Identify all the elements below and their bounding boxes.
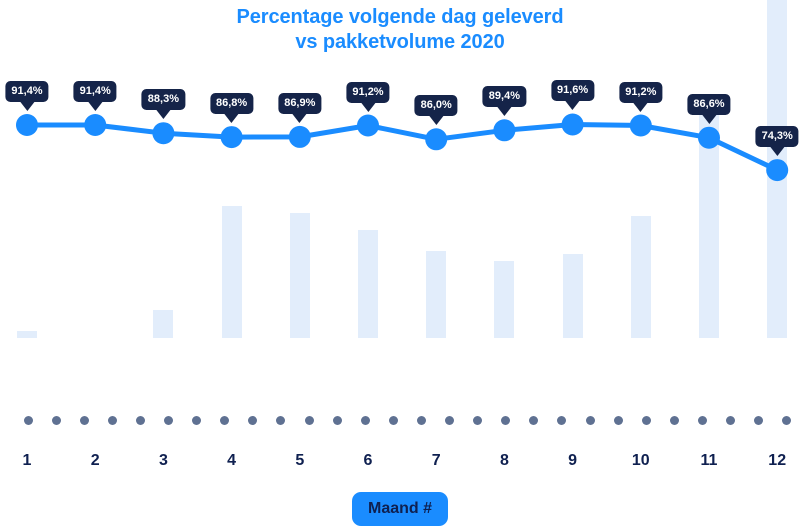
bar-month-6	[358, 230, 378, 338]
chart-title: Percentage volgende dag geleverd vs pakk…	[0, 0, 800, 55]
x-axis-label-5: 5	[295, 452, 305, 469]
plot-area: 91,4% 91,4% 88,3% 86,8% 86,9% 91,2% 86,0% 89,4%…	[0, 0, 800, 450]
axis-dot	[220, 415, 230, 425]
axis-dot	[51, 415, 61, 425]
data-point-month-6[interactable]	[357, 114, 379, 137]
data-point-month-11[interactable]	[698, 126, 720, 149]
axis-dot	[388, 415, 398, 425]
chart-title-line-2: vs pakketvolume 2020	[295, 31, 505, 53]
data-label-month-3: 88,3%	[141, 89, 185, 111]
x-axis-label-9: 9	[568, 452, 578, 469]
x-axis-title-wrap: Maand #	[0, 492, 800, 526]
axis-dot	[416, 415, 426, 425]
axis-dot	[248, 415, 258, 425]
bar-month-7	[426, 251, 447, 338]
axis-dot	[641, 415, 651, 425]
axis-dot	[501, 415, 511, 425]
axis-dot	[529, 415, 539, 425]
axis-dot	[360, 415, 370, 425]
data-label-month-8: 89,4%	[482, 86, 526, 108]
x-axis-label-4: 4	[227, 452, 237, 469]
data-label-month-11: 86,6%	[687, 93, 731, 115]
axis-dot	[613, 415, 623, 425]
axis-dot	[304, 415, 314, 425]
axis-dot	[585, 415, 595, 425]
data-label-month-10: 91,2%	[619, 81, 663, 103]
axis-dot	[332, 415, 342, 425]
dotted-baseline-axis	[23, 415, 792, 425]
data-label-month-5: 86,9%	[278, 92, 322, 114]
bar-month-3	[153, 310, 174, 338]
x-axis-label-10: 10	[631, 452, 650, 469]
axis-dot	[79, 415, 89, 425]
axis-dot	[754, 415, 764, 425]
x-axis-label-7: 7	[431, 452, 441, 469]
x-axis-label-12: 12	[768, 452, 787, 469]
data-point-month-8[interactable]	[493, 119, 516, 142]
data-point-month-3[interactable]	[152, 122, 175, 145]
data-point-month-1[interactable]	[16, 114, 38, 136]
bar-month-9	[562, 254, 583, 338]
axis-dot	[473, 415, 483, 425]
x-axis-label-6: 6	[363, 452, 373, 469]
x-axis-labels: 1 2 3 4 5 6 7 8 9 10 11 12	[0, 452, 800, 484]
data-label-month-6: 91,2%	[346, 81, 390, 103]
data-label-month-7: 86,0%	[414, 95, 458, 117]
x-axis-label-3: 3	[158, 452, 168, 469]
axis-dot	[445, 415, 454, 425]
x-axis-label-8: 8	[499, 452, 509, 469]
x-axis-title-badge: Maand #	[351, 492, 448, 526]
axis-dot	[107, 415, 117, 425]
axis-dot	[557, 415, 567, 425]
data-point-month-2[interactable]	[84, 114, 107, 136]
data-point-month-12[interactable]	[766, 159, 789, 182]
bar-month-10	[630, 216, 651, 338]
data-point-month-10[interactable]	[629, 114, 652, 137]
axis-dot	[697, 415, 707, 425]
data-point-month-4[interactable]	[220, 126, 243, 149]
line-series	[16, 113, 789, 182]
data-point-month-7[interactable]	[425, 128, 448, 151]
data-label-month-4: 86,8%	[209, 93, 254, 115]
bar-month-4	[221, 205, 242, 338]
axis-dot	[164, 415, 173, 425]
axis-dot	[726, 415, 735, 425]
axis-dot	[669, 415, 679, 425]
data-point-month-5[interactable]	[288, 125, 311, 148]
x-axis-label-1: 1	[22, 452, 32, 469]
data-label-month-12: 74,3%	[755, 126, 799, 148]
bar-month-1	[17, 331, 37, 338]
bar-month-8	[494, 261, 515, 338]
chart-title-line-1: Percentage volgende dag geleverd	[236, 6, 564, 28]
data-label-month-9: 91,6%	[550, 80, 595, 102]
x-axis-label-2: 2	[90, 452, 100, 469]
data-point-month-9[interactable]	[561, 113, 584, 136]
line-path	[24, 122, 780, 173]
data-label-month-2: 91,4%	[73, 81, 117, 102]
axis-dot	[276, 415, 286, 425]
axis-dot	[192, 415, 202, 425]
axis-dot	[135, 415, 145, 425]
line-markers	[16, 113, 789, 182]
axis-dot	[23, 415, 33, 425]
bar-month-11	[699, 97, 719, 338]
x-axis-label-11: 11	[700, 452, 718, 469]
data-label-month-1: 91,4%	[5, 81, 49, 102]
bar-month-5	[289, 212, 310, 338]
axis-dot	[782, 415, 792, 425]
